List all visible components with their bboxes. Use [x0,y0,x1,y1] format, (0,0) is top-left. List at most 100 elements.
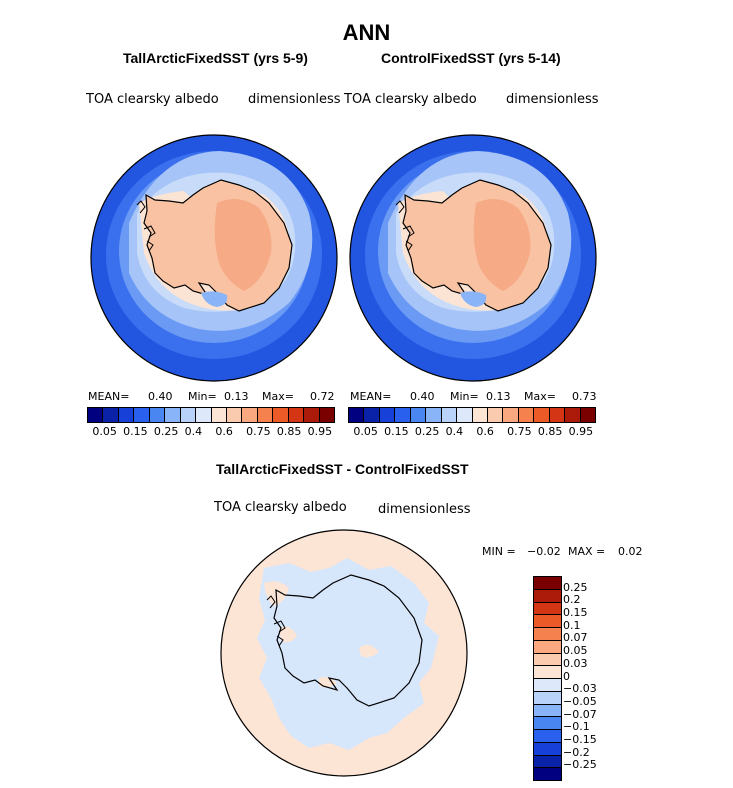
colorbar-swatch [487,408,504,422]
colorbar-swatch [534,666,561,679]
colorbar-swatch [149,408,166,422]
colorbar-swatch [534,640,561,654]
colorbar-tick-label: 0.03 [563,656,588,670]
peninsula-coastline [266,595,286,647]
colorbar-swatch [534,730,561,743]
left-variable-label: TOA clearsky albedo [86,92,219,107]
colorbar-tick-label: −0.05 [563,694,597,708]
colorbar-swatch [534,742,561,756]
colorbar-tick-label: −0.07 [563,707,597,721]
colorbar-swatch [242,408,258,422]
right-variable-label: TOA clearsky albedo [344,92,477,107]
peninsula-coastline [395,200,415,252]
colorbar-swatch [534,755,561,769]
colorbar-swatch [134,408,150,422]
left-panel-title: TallArcticFixedSST (yrs 5-9) [123,50,308,66]
colorbar-swatch [534,602,561,616]
left-colorbar [87,407,335,423]
colorbar-swatch [518,408,535,422]
diff-min-label: MIN = [482,545,516,558]
colorbar-swatch [364,408,380,422]
colorbar-tick-label: 0.25 [153,425,179,438]
ice-shelf-region [460,291,487,307]
colorbar-tick-label: 0.2 [563,593,581,607]
peninsula-coastline [136,200,156,252]
colorbar-swatch [410,408,427,422]
diff-max-value: 0.02 [618,545,643,558]
colorbar-swatch [180,408,197,422]
diff-min-value: −0.02 [527,545,561,558]
map-border [349,134,597,382]
left-mean-label: MEAN= [88,390,130,403]
left-min-value: 0.13 [224,390,249,403]
positive-diff-patches [264,581,379,688]
colorbar-tick-label: 0.95 [307,425,333,438]
map-border [90,134,338,382]
colorbar-tick-label: 0.4 [184,425,203,438]
colorbar-tick-label: 0.95 [568,425,594,438]
colorbar-tick-label: 0.05 [353,425,378,438]
colorbar-tick-label: −0.2 [563,745,590,759]
colorbar-swatch [534,408,550,422]
colorbar-tick-label: 0.07 [563,631,588,645]
diff-panel-title: TallArcticFixedSST - ControlFixedSST [216,461,469,477]
right-polar-map [349,134,597,382]
colorbar-tick-label: 0.25 [414,425,440,438]
diff-colorbar [533,576,562,781]
figure-title: ANN [342,20,391,45]
colorbar-tick-label: −0.03 [563,682,597,696]
colorbar-tick-label: 0.75 [507,425,532,438]
colorbar-tick-label: 0.25 [563,580,588,594]
diff-max-label: MAX = [568,545,606,558]
colorbar-tick-label: 0.1 [563,618,581,632]
colorbar-swatch [549,408,566,422]
colorbar-swatch [273,408,289,422]
right-max-value: 0.73 [572,390,597,403]
right-panel-title: ControlFixedSST (yrs 5-14) [381,50,561,66]
colorbar-tick-label: 0.4 [445,425,464,438]
east-antarctic-plateau [473,199,531,291]
right-mean-value: 0.40 [410,390,435,403]
left-max-label: Max= [262,390,294,403]
colorbar-swatch [534,615,561,628]
colorbar-tick-label: −0.25 [563,758,597,772]
colorbar-swatch [349,408,365,422]
colorbar-tick-label: 0.6 [476,425,494,438]
colorbar-tick-label: 0.6 [215,425,233,438]
left-max-value: 0.72 [310,390,335,403]
colorbar-tick-label: 0 [563,669,570,683]
colorbar-swatch [226,408,243,422]
colorbar-swatch [534,589,561,603]
colorbar-swatch [534,768,561,780]
colorbar-swatch [304,408,320,422]
colorbar-tick-label: 0.05 [92,425,117,438]
east-antarctic-plateau [214,199,272,291]
colorbar-tick-label: 0.15 [123,425,148,438]
right-min-label: Min= [450,390,479,403]
colorbar-swatch [211,408,227,422]
colorbar-swatch [534,704,561,718]
colorbar-tick-label: 0.15 [563,606,588,620]
colorbar-swatch [472,408,488,422]
right-min-value: 0.13 [486,390,511,403]
antarctica-coastline [273,574,423,707]
colorbar-swatch [379,408,396,422]
colorbar-swatch [88,408,104,422]
colorbar-swatch [580,408,595,422]
diff-units-label: dimensionless [378,502,471,517]
colorbar-swatch [534,577,561,590]
colorbar-tick-label: −0.15 [563,732,597,746]
right-mean-label: MEAN= [350,390,392,403]
colorbar-swatch [319,408,334,422]
colorbar-swatch [534,628,561,641]
diff-polar-map [220,529,468,777]
colorbar-tick-label: 0.05 [563,644,588,658]
colorbar-swatch [118,408,135,422]
colorbar-swatch [503,408,519,422]
colorbar-swatch [395,408,411,422]
colorbar-tick-label: 0.75 [246,425,271,438]
colorbar-tick-label: −0.1 [563,720,590,734]
colorbar-swatch [534,653,561,667]
colorbar-tick-label: 0.15 [384,425,409,438]
ice-shelf-region [201,291,228,307]
